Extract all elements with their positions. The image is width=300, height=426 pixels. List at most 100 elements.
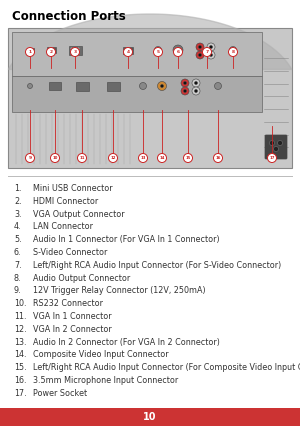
Circle shape: [173, 48, 182, 57]
Text: 10.: 10.: [14, 299, 26, 308]
Text: 9: 9: [28, 156, 32, 160]
Circle shape: [73, 48, 75, 49]
Text: 13: 13: [140, 156, 146, 160]
Circle shape: [154, 48, 163, 57]
Circle shape: [70, 50, 72, 52]
Text: Audio In 1 Connector (For VGA In 1 Connector): Audio In 1 Connector (For VGA In 1 Conne…: [33, 235, 220, 244]
Circle shape: [268, 153, 277, 162]
Text: 8: 8: [232, 50, 235, 54]
Bar: [26, 48, 34, 52]
Text: Left/Right RCA Audio Input Connector (For S-Video Connector): Left/Right RCA Audio Input Connector (Fo…: [33, 261, 281, 270]
Text: Mini USB Connector: Mini USB Connector: [33, 184, 112, 193]
Text: LAN Connector: LAN Connector: [33, 222, 93, 231]
Text: 12: 12: [110, 156, 116, 160]
Text: VGA In 2 Connector: VGA In 2 Connector: [33, 325, 112, 334]
Circle shape: [160, 84, 164, 87]
Text: 6: 6: [176, 50, 179, 54]
Circle shape: [78, 48, 79, 49]
Circle shape: [50, 153, 59, 162]
Text: Left/Right RCA Audio Input Connector (For Composite Video Input Connector): Left/Right RCA Audio Input Connector (Fo…: [33, 363, 300, 372]
Text: 5.: 5.: [14, 235, 22, 244]
Circle shape: [278, 141, 283, 146]
Text: 13.: 13.: [14, 337, 26, 347]
Circle shape: [140, 83, 146, 89]
Circle shape: [269, 141, 275, 146]
Text: 11: 11: [79, 156, 85, 160]
Bar: [0, 408, 300, 426]
Text: Composite Video Input Connector: Composite Video Input Connector: [33, 351, 169, 360]
Text: 2: 2: [50, 50, 52, 54]
Circle shape: [71, 48, 72, 49]
Circle shape: [207, 43, 215, 51]
Circle shape: [26, 48, 34, 57]
Text: 16: 16: [215, 156, 221, 160]
Text: VGA Output Connector: VGA Output Connector: [33, 210, 124, 219]
Circle shape: [192, 87, 200, 95]
Bar: [76, 81, 88, 90]
Text: 10: 10: [143, 412, 157, 422]
Circle shape: [28, 83, 32, 89]
Circle shape: [46, 48, 56, 57]
Circle shape: [176, 48, 180, 52]
Text: 7.: 7.: [14, 261, 22, 270]
Circle shape: [75, 48, 77, 49]
Circle shape: [209, 54, 212, 57]
Text: 17: 17: [269, 156, 275, 160]
Text: 4.: 4.: [14, 222, 22, 231]
Text: RS232 Connector: RS232 Connector: [33, 299, 103, 308]
Text: 1: 1: [28, 50, 32, 54]
Bar: [12, 32, 262, 76]
Text: 2.: 2.: [14, 197, 22, 206]
Text: 15.: 15.: [14, 363, 27, 372]
Text: 15: 15: [185, 156, 191, 160]
Circle shape: [214, 83, 221, 89]
Bar: [68, 46, 82, 55]
Text: 12V Trigger Relay Connector (12V, 250mA): 12V Trigger Relay Connector (12V, 250mA): [33, 286, 206, 295]
Circle shape: [194, 89, 197, 92]
Circle shape: [109, 153, 118, 162]
Circle shape: [181, 87, 189, 95]
Circle shape: [124, 48, 133, 57]
Text: 5: 5: [157, 50, 160, 54]
Circle shape: [77, 153, 86, 162]
Text: 3.5mm Microphone Input Connector: 3.5mm Microphone Input Connector: [33, 376, 178, 385]
Circle shape: [214, 153, 223, 162]
Circle shape: [154, 46, 161, 54]
Bar: [12, 76, 262, 112]
Text: 3: 3: [74, 50, 76, 54]
Circle shape: [209, 46, 212, 49]
Text: 7: 7: [206, 50, 208, 54]
Text: Audio In 2 Connector (For VGA In 2 Connector): Audio In 2 Connector (For VGA In 2 Conne…: [33, 337, 220, 347]
Circle shape: [199, 46, 202, 49]
Text: VGA In 1 Connector: VGA In 1 Connector: [33, 312, 112, 321]
Text: 16.: 16.: [14, 376, 26, 385]
Circle shape: [207, 51, 215, 59]
Circle shape: [184, 81, 187, 84]
Circle shape: [72, 50, 74, 52]
Circle shape: [202, 48, 211, 57]
Circle shape: [184, 89, 187, 92]
Text: 10: 10: [52, 156, 58, 160]
Circle shape: [199, 54, 202, 57]
Bar: [49, 82, 61, 90]
Circle shape: [158, 81, 166, 90]
Circle shape: [196, 43, 204, 51]
Circle shape: [196, 51, 204, 59]
Circle shape: [230, 46, 236, 54]
Text: Audio Output Connector: Audio Output Connector: [33, 273, 130, 282]
Circle shape: [78, 50, 80, 52]
Circle shape: [192, 79, 200, 87]
Circle shape: [76, 50, 78, 52]
Text: 6.: 6.: [14, 248, 22, 257]
Text: Connection Ports: Connection Ports: [12, 10, 126, 23]
FancyBboxPatch shape: [265, 135, 287, 159]
Text: 1.: 1.: [14, 184, 22, 193]
Circle shape: [184, 153, 193, 162]
Circle shape: [139, 153, 148, 162]
Bar: [46, 47, 56, 53]
Text: HDMI Connector: HDMI Connector: [33, 197, 98, 206]
Bar: [106, 81, 119, 90]
Text: S-Video Connector: S-Video Connector: [33, 248, 107, 257]
Circle shape: [158, 153, 166, 162]
Circle shape: [274, 147, 278, 152]
